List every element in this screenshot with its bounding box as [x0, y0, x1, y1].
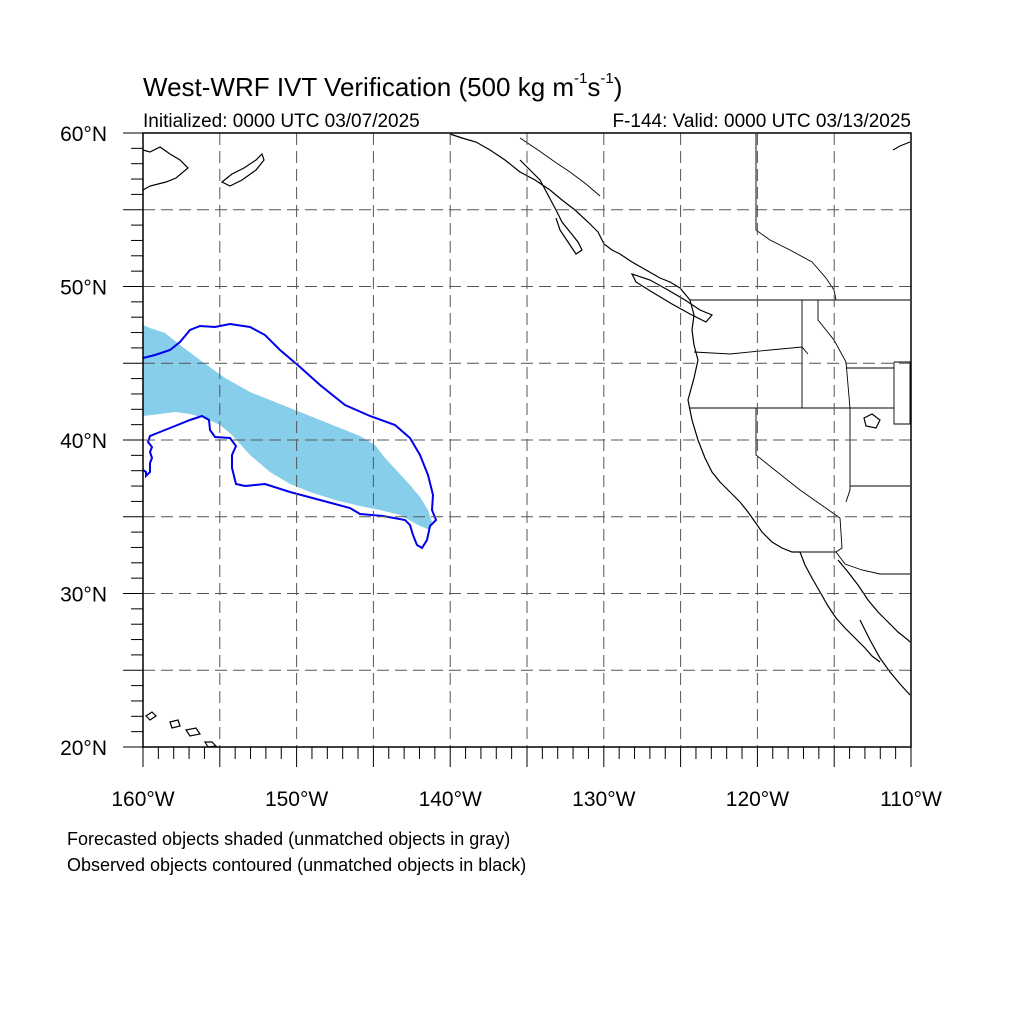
longitude-label: 160°W — [111, 788, 174, 811]
lat-lon-grid — [143, 133, 911, 747]
latitude-label: 20°N — [60, 737, 107, 760]
kodiak-island-coast — [220, 152, 265, 187]
legend-notes: Forecasted objects shaded (unmatched obj… — [67, 826, 526, 878]
eastern-canada-coast — [892, 141, 911, 151]
longitude-label: 140°W — [419, 788, 482, 811]
montana-wyoming-border — [846, 361, 911, 425]
axis-labels: 160°W 150°W 140°W 130°W 120°W 110°W 60°N 50°N 40… — [60, 123, 942, 811]
british-columbia-coast-islands — [519, 159, 583, 255]
chart-title: West-WRF IVT Verification (500 kg m-1s-1… — [143, 70, 623, 102]
forecast-note: Forecasted objects shaded (unmatched obj… — [67, 829, 511, 849]
latitude-label: 30°N — [60, 584, 107, 607]
observed-object-contour — [142, 322, 438, 550]
longitude-label: 120°W — [726, 788, 789, 811]
baja-california-coast — [799, 551, 881, 663]
hawaii-islands — [145, 711, 218, 748]
arizona-border — [835, 517, 910, 575]
great-salt-lake — [863, 413, 881, 429]
forecast-object-shaded — [143, 325, 432, 530]
longitude-label: 110°W — [880, 788, 942, 811]
observed-note: Observed objects contoured (unmatched ob… — [67, 855, 527, 875]
alaska-gulf-coast — [449, 133, 800, 553]
latitude-label: 60°N — [60, 123, 107, 146]
alaska-peninsula-coast — [142, 146, 189, 191]
latitude-label: 40°N — [60, 430, 107, 453]
idaho-border — [801, 300, 851, 409]
oregon-washington-border — [693, 346, 809, 355]
alaska-canada-border — [519, 137, 601, 197]
canada-province-border — [755, 134, 837, 301]
longitude-label: 150°W — [265, 788, 328, 811]
california-nevada-border — [755, 408, 841, 519]
nevada-utah-border — [845, 408, 910, 503]
latitude-label: 50°N — [60, 277, 107, 300]
longitude-label: 130°W — [572, 788, 635, 811]
vancouver-island-coast — [630, 272, 713, 323]
political-borders — [519, 134, 911, 575]
axis-ticks — [123, 132, 912, 767]
valid-time-label: F-144: Valid: 0000 UTC 03/13/2025 — [612, 111, 911, 132]
mexico-pacific-coast — [859, 619, 911, 696]
init-time-label: Initialized: 0000 UTC 03/07/2025 — [143, 111, 420, 132]
mexico-mainland-coast — [837, 559, 911, 643]
